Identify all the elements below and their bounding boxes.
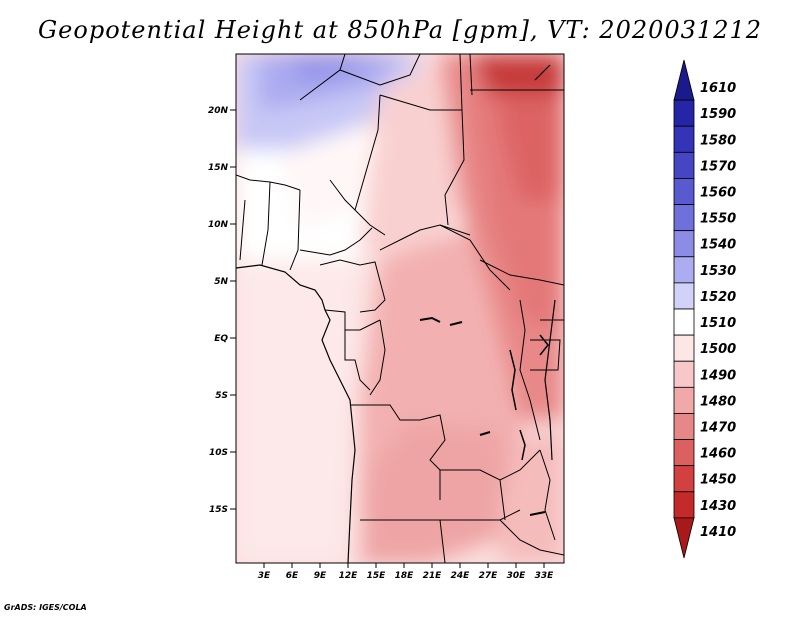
colorbar-swatch [673, 99, 695, 127]
colorbar-label: 1430 [700, 499, 736, 514]
lat-label-10n: 10N [208, 220, 229, 230]
colorbar-label: 1590 [700, 107, 736, 122]
colorbar: 1610 1590 1580 1570 1560 1550 1540 1530 1520 1510… [673, 59, 736, 559]
lon-label-24e: 24E [451, 571, 471, 581]
latitude-axis: 20N 15N 10N 5N EQ 5S 10S 15S [208, 106, 236, 515]
lon-label-9e: 9E [314, 571, 327, 581]
country-borders [236, 54, 564, 563]
lon-label-18e: 18E [395, 571, 415, 581]
colorbar-swatch [673, 360, 695, 388]
colorbar-label: 1530 [700, 264, 736, 279]
colorbar-label: 1570 [700, 159, 736, 174]
lon-label-27e: 27E [479, 571, 499, 581]
colorbar-label: 1550 [700, 212, 736, 227]
map-frame [235, 53, 565, 564]
colorbar-label: 1490 [700, 368, 736, 383]
lon-label-21e: 21E [423, 571, 443, 581]
lat-label-20n: 20N [208, 106, 229, 116]
lon-label-3e: 3E [258, 571, 271, 581]
lon-label-30e: 30E [507, 571, 527, 581]
colorbar-swatch [673, 491, 695, 519]
colorbar-label: 1410 [700, 525, 736, 540]
lon-label-33e: 33E [535, 571, 555, 581]
colorbar-swatch [673, 439, 695, 467]
chart-title: Geopotential Height at 850hPa [gpm], VT:… [38, 16, 762, 44]
colorbar-swatch [673, 308, 695, 336]
lon-label-15e: 15E [367, 571, 387, 581]
lat-label-15n: 15N [208, 163, 229, 173]
colorbar-label: 1470 [700, 421, 736, 436]
lon-label-12e: 12E [339, 571, 359, 581]
colorbar-label: 1560 [700, 186, 736, 201]
colorbar-swatch [673, 178, 695, 205]
colorbar-label: 1500 [700, 342, 736, 357]
colorbar-swatch [673, 413, 695, 440]
lat-label-eq: EQ [214, 334, 228, 344]
colorbar-label: 1540 [700, 238, 736, 253]
colorbar-swatch [673, 230, 695, 258]
colorbar-swatch [673, 386, 695, 414]
colorbar-swatch [673, 204, 695, 232]
colorbar-swatch [673, 517, 695, 559]
colorbar-label: 1460 [700, 447, 736, 462]
colorbar-swatch [673, 256, 695, 284]
lat-label-5n: 5N [214, 277, 228, 287]
colorbar-swatch [673, 125, 695, 153]
colorbar-label: 1580 [700, 133, 736, 148]
colorbar-label: 1450 [700, 473, 736, 488]
lat-label-10s: 10S [209, 448, 228, 458]
colorbar-label: 1520 [700, 290, 736, 305]
colorbar-swatch [673, 59, 695, 101]
lon-label-6e: 6E [286, 571, 299, 581]
height-field [236, 54, 564, 563]
colorbar-swatch [673, 151, 695, 179]
colorbar-label: 1480 [700, 394, 736, 409]
grads-credit: GrADS: IGES/COLA [4, 603, 87, 612]
colorbar-label: 1510 [700, 316, 736, 331]
longitude-axis: 3E 6E 9E 12E 15E 18E 21E 24E 27E 30E 33E [258, 563, 554, 581]
lat-label-5s: 5S [215, 391, 228, 401]
colorbar-swatch [673, 334, 695, 362]
lat-label-15s: 15S [209, 505, 228, 515]
colorbar-label: 1610 [700, 81, 736, 96]
colorbar-swatch [673, 465, 695, 493]
colorbar-swatch [673, 282, 695, 310]
